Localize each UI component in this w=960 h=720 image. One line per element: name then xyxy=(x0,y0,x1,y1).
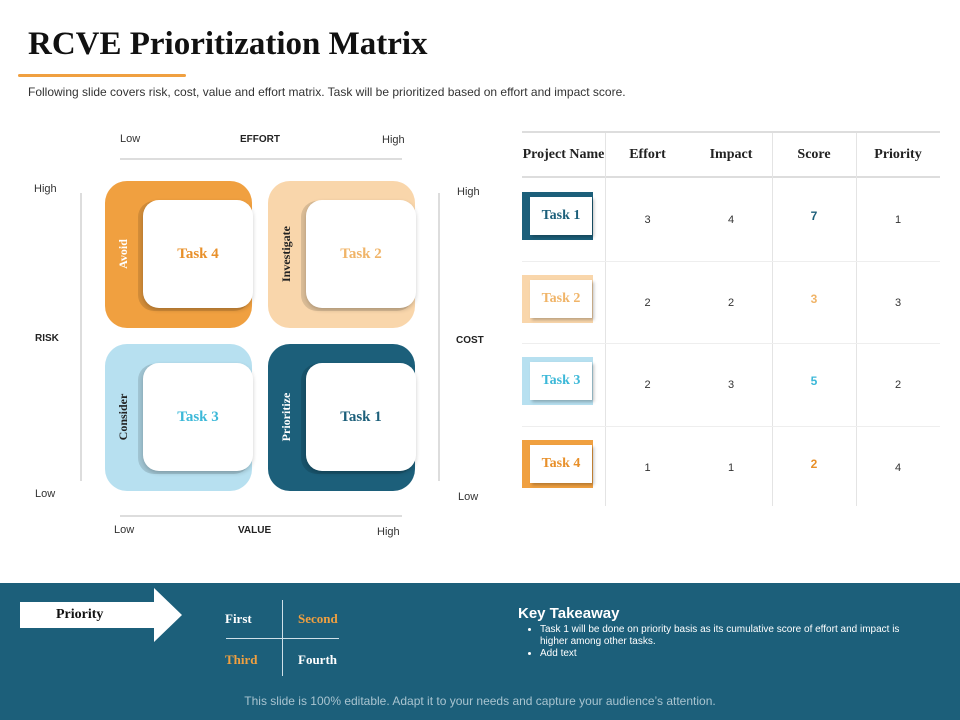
risk-low: Low xyxy=(35,488,56,500)
grid-fourth: Fourth xyxy=(298,652,337,667)
priority-label: Priority xyxy=(56,607,104,622)
table-cell: 2 xyxy=(894,379,902,391)
score-cell: 7 xyxy=(810,209,818,223)
table-cell: 2 xyxy=(727,296,735,309)
table-cell: 1 xyxy=(644,461,651,474)
table-col-rule xyxy=(772,133,773,506)
table-cell: 3 xyxy=(644,214,651,226)
value-axis xyxy=(120,515,402,517)
title-underline xyxy=(18,74,186,77)
quadrant-card xyxy=(306,200,416,308)
value-low: Low xyxy=(114,524,135,536)
task-tab-inner xyxy=(530,362,592,400)
table-header: Score xyxy=(797,147,831,162)
quadrant-task: Task 3 xyxy=(177,408,219,425)
quadrant-card xyxy=(143,363,253,471)
table-header: Project Name xyxy=(522,147,605,162)
score-cell: 2 xyxy=(810,456,818,471)
quadrant-card xyxy=(306,363,416,471)
table-cell: 3 xyxy=(894,296,902,309)
quadrant-tag: Prioritize xyxy=(279,392,293,442)
table-header-rule xyxy=(522,176,940,178)
grid-first: First xyxy=(225,611,252,626)
effort-axis xyxy=(120,158,402,160)
quadrant-tag: Consider xyxy=(116,393,130,441)
table-cell: 1 xyxy=(727,461,735,474)
arrow-shape xyxy=(20,588,182,642)
takeaway-bullet: Add text xyxy=(540,648,920,660)
effort-label: EFFORT xyxy=(240,134,280,145)
takeaway-bullet: Task 1 will be done on priority basis as… xyxy=(540,624,920,648)
table-top-rule xyxy=(522,131,940,133)
task-name: Task 4 xyxy=(541,455,581,471)
risk-label: RISK xyxy=(35,333,59,344)
quadrant-tag: Avoid xyxy=(116,239,130,269)
task-name: Task 1 xyxy=(541,208,581,223)
table-row-rule xyxy=(522,260,940,262)
table-header: Priority xyxy=(874,147,922,162)
task-tab-inner xyxy=(530,279,592,318)
grid-second: Second xyxy=(298,611,338,626)
value-high: High xyxy=(377,526,400,538)
table-cell: 4 xyxy=(894,461,902,474)
table-cell: 2 xyxy=(644,296,651,309)
score-cell: 5 xyxy=(810,374,818,388)
cost-label: COST xyxy=(456,335,484,346)
cost-axis xyxy=(438,193,440,481)
table-col-rule xyxy=(605,133,606,506)
effort-high: High xyxy=(382,134,405,146)
effort-low: Low xyxy=(120,133,141,145)
grid-third: Third xyxy=(225,652,258,667)
task-tab-inner xyxy=(530,444,592,483)
table-cell: 1 xyxy=(894,214,902,226)
subtitle: Following slide covers risk, cost, value… xyxy=(28,85,626,99)
value-label: VALUE xyxy=(238,525,272,536)
quadrant-task: Task 1 xyxy=(340,408,382,425)
table-header: Impact xyxy=(709,147,753,162)
quadrant-task: Task 4 xyxy=(177,245,219,262)
quadrant-card xyxy=(143,200,253,308)
footer-note: This slide is 100% editable. Adapt it to… xyxy=(244,694,716,708)
table-cell: 2 xyxy=(644,379,651,391)
table-col-rule xyxy=(856,133,857,506)
task-name: Task 3 xyxy=(541,373,581,388)
table-row-rule xyxy=(522,343,940,344)
takeaway-title: Key Takeaway xyxy=(518,605,620,622)
risk-high: High xyxy=(34,183,57,195)
priority-arrow xyxy=(20,588,182,642)
table-header: Effort xyxy=(629,147,666,162)
title: RCVE Prioritization Matrix xyxy=(28,26,428,62)
table-cell: 3 xyxy=(727,379,735,391)
risk-axis xyxy=(80,193,82,481)
takeaway-list: Task 1 will be done on priority basis as… xyxy=(518,624,920,660)
grid-divider-h xyxy=(226,638,339,639)
score-cell: 3 xyxy=(810,291,818,306)
task-name: Task 2 xyxy=(541,290,581,306)
cost-high: High xyxy=(457,186,480,198)
table-cell: 4 xyxy=(727,214,735,226)
table-row-rule xyxy=(522,425,940,427)
cost-low: Low xyxy=(458,491,479,503)
task-tab-inner xyxy=(530,197,592,235)
quadrant-tag: Investigate xyxy=(279,226,293,282)
quadrant-task: Task 2 xyxy=(340,245,382,262)
